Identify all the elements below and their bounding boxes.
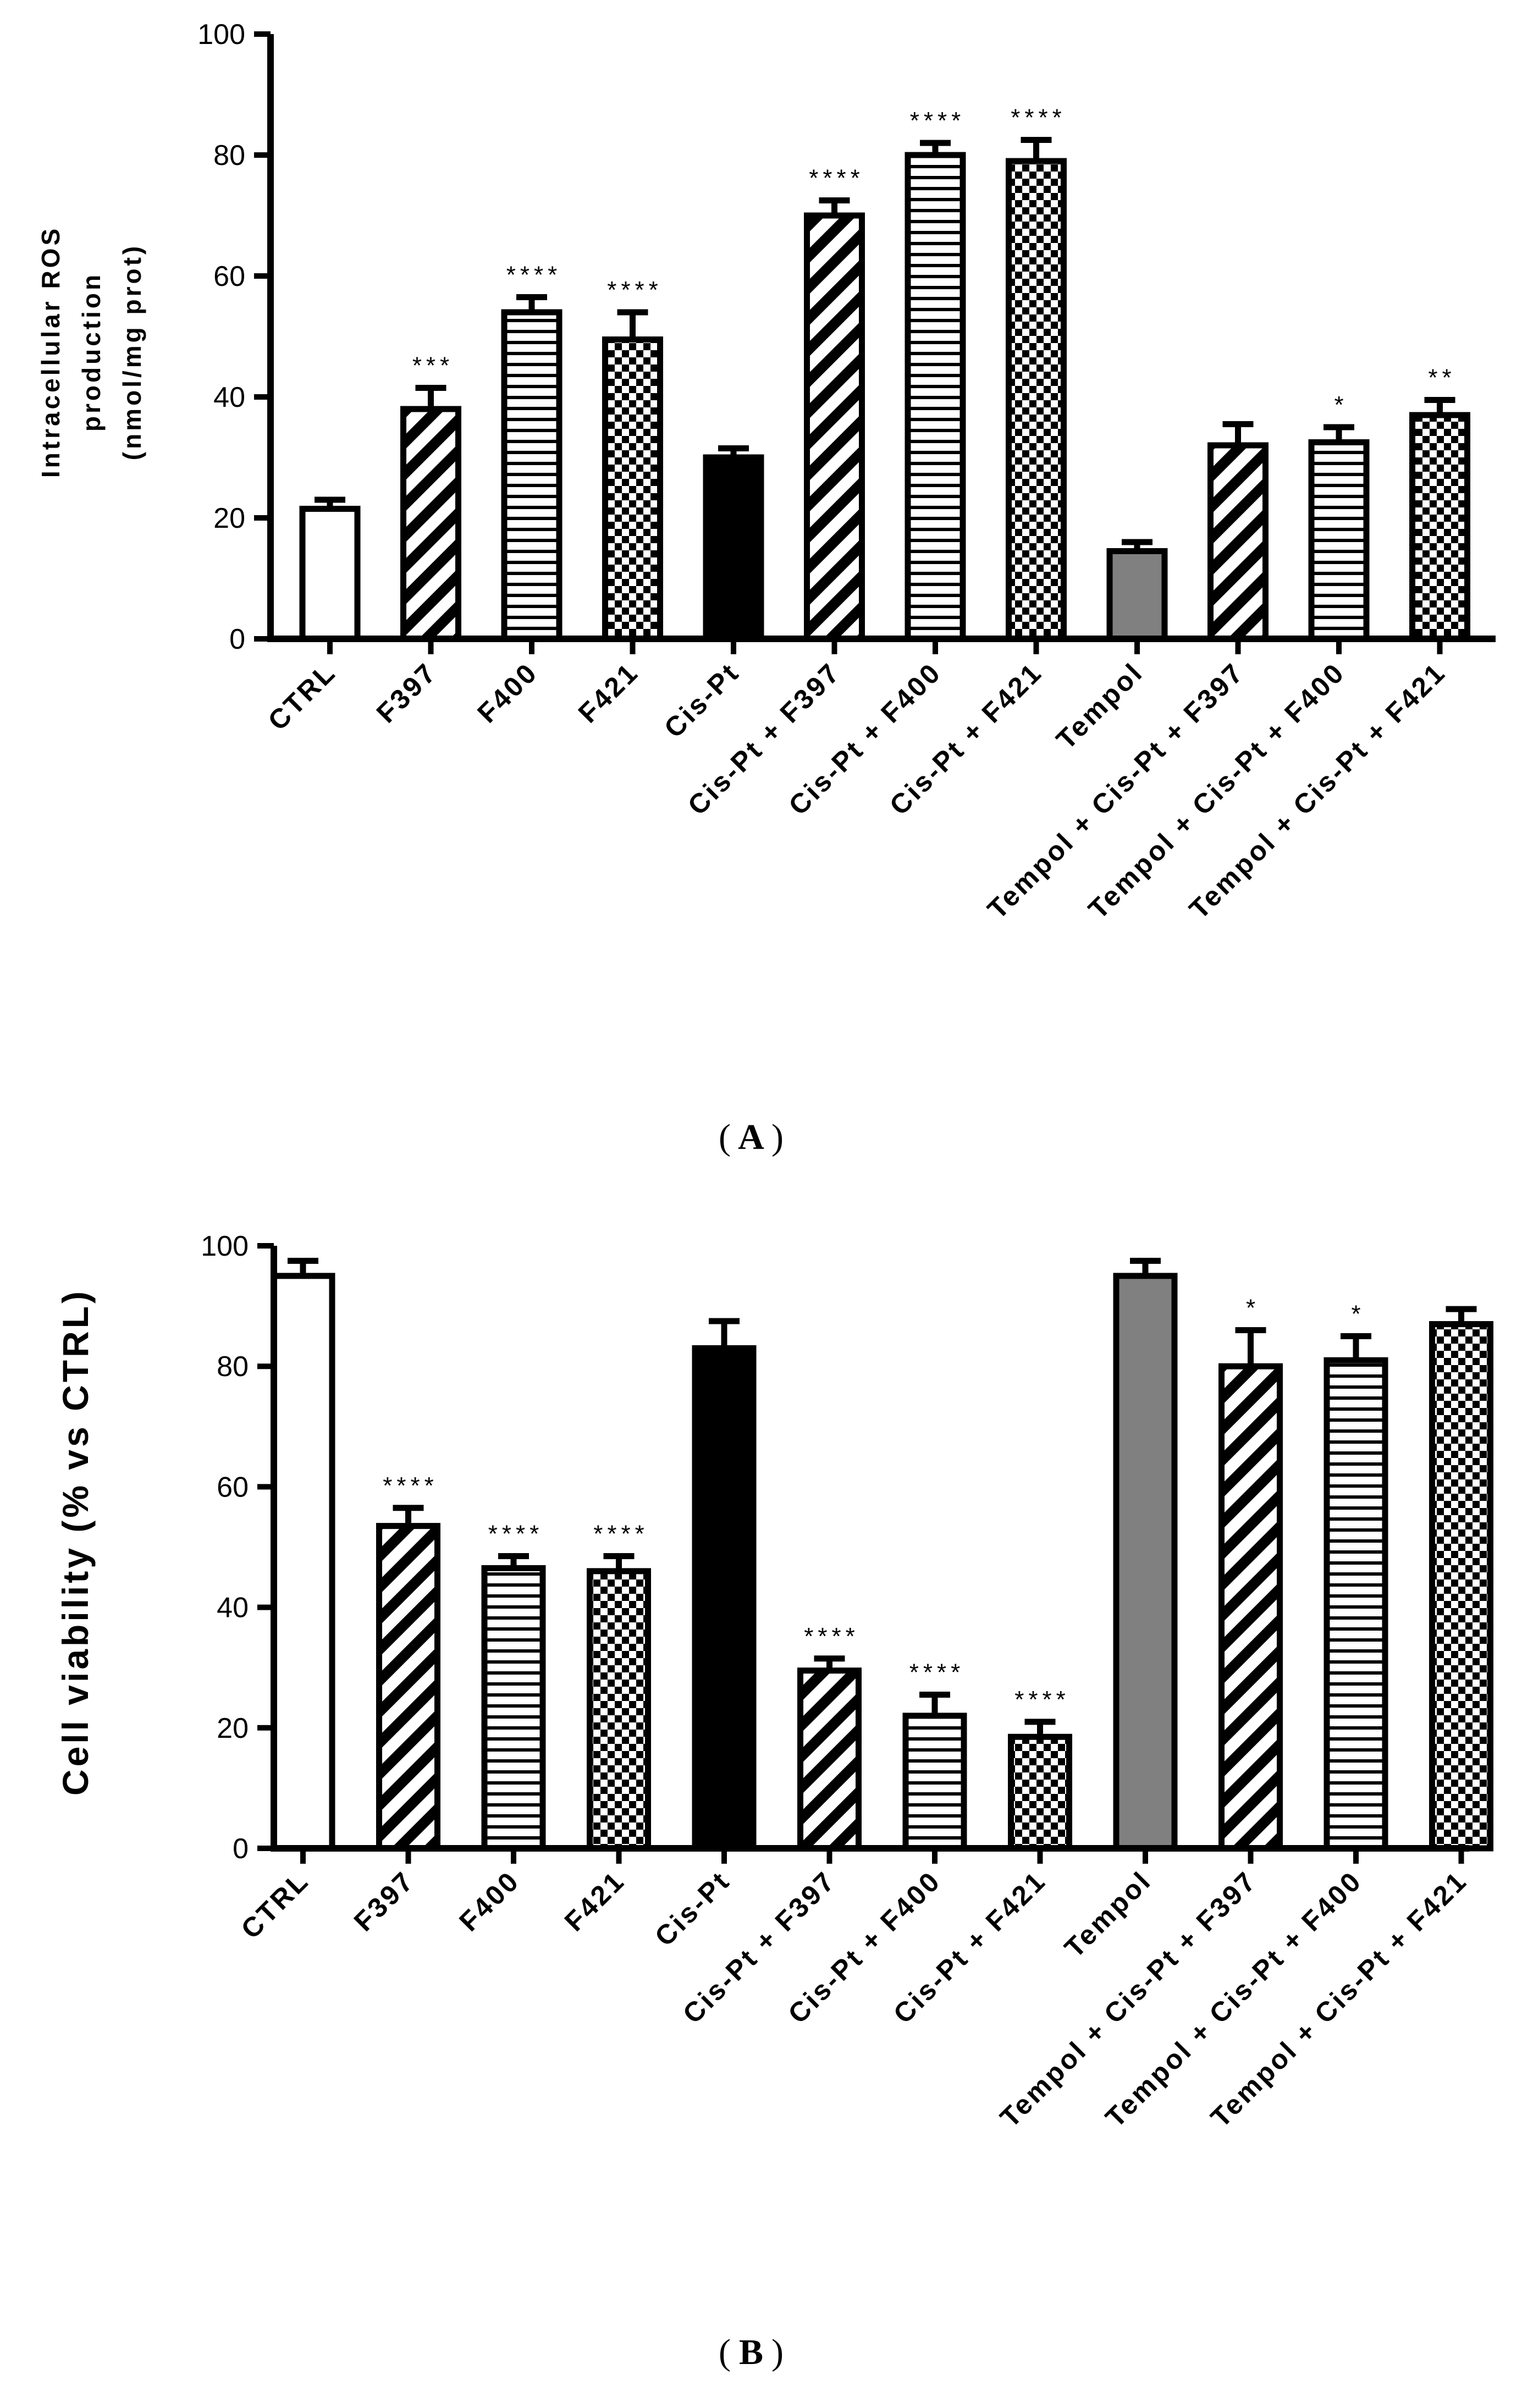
x-category-label: F400 (453, 1865, 525, 1937)
y-tick-label: 80 (213, 140, 245, 172)
x-category-label: F421 (572, 656, 644, 728)
significance-label: **** (506, 262, 562, 289)
x-category-label: F397 (371, 656, 443, 728)
bar (902, 1713, 967, 1852)
bar (587, 1568, 651, 1852)
y-axis-ticks: 0 20 40 60 80 100 (201, 1230, 274, 1865)
significance-label: **** (607, 277, 663, 303)
significance-label: **** (804, 1623, 859, 1650)
y-axis-label-line-1: Intracellular ROS (36, 226, 65, 478)
significance-label: ** (1428, 364, 1455, 391)
bar (703, 454, 764, 642)
axes (271, 1246, 1469, 1852)
bar (1409, 412, 1470, 642)
panel-label-a: ( A ) (719, 1117, 784, 1157)
significance-label: **** (593, 1520, 649, 1547)
significance-label: **** (910, 107, 966, 134)
bar (1113, 1273, 1178, 1852)
significance-label: *** (412, 352, 454, 379)
bar (1429, 1321, 1493, 1852)
y-tick-label: 20 (217, 1713, 249, 1744)
bar (602, 336, 663, 642)
y-tick-label: 80 (217, 1351, 249, 1383)
x-category-label: F421 (559, 1865, 631, 1937)
panel-label-a-letter: A (738, 1117, 764, 1157)
y-axis-label-line-2: production (77, 272, 106, 432)
x-category-label: Tempol (1050, 656, 1149, 755)
y-tick-label: 100 (197, 19, 245, 51)
panel-label-b-letter: B (739, 2332, 763, 2372)
bars: ************************** (271, 1257, 1493, 1852)
bar (1008, 1733, 1072, 1852)
axes (267, 34, 1496, 642)
y-axis-label: Intracellular ROS production (nmol/mg pr… (36, 226, 146, 478)
chart-panel-a: Intracellular ROS production (nmol/mg pr… (36, 19, 1496, 1157)
bar (1218, 1363, 1283, 1852)
panel-label-a-close: ) (771, 1117, 784, 1157)
x-axis-ticks (327, 639, 1443, 654)
significance-label: **** (1011, 104, 1066, 131)
bar (271, 1273, 335, 1852)
y-tick-label: 40 (217, 1592, 249, 1624)
x-category-label: Cis-Pt (649, 1865, 736, 1952)
bars: ************************** (299, 104, 1470, 642)
x-category-label: F400 (471, 656, 543, 728)
x-category-label: Cis-Pt (658, 656, 746, 744)
bar (804, 212, 865, 642)
significance-label: * (1334, 391, 1348, 418)
x-category-label: CTRL (235, 1865, 315, 1945)
significance-label: **** (488, 1520, 544, 1547)
bar (299, 506, 361, 642)
bar (1324, 1357, 1388, 1852)
bar (1207, 442, 1269, 642)
bar (905, 152, 966, 642)
bar (1308, 439, 1370, 642)
y-axis-ticks: 0 20 40 60 80 100 (197, 19, 271, 655)
x-category-label: Tempol (1058, 1865, 1157, 1964)
significance-label: * (1351, 1300, 1365, 1327)
x-category-label: CTRL (262, 656, 342, 736)
y-tick-label: 60 (213, 261, 245, 292)
bar (692, 1345, 757, 1852)
y-tick-label: 60 (217, 1471, 249, 1503)
significance-label: * (1246, 1294, 1260, 1321)
panel-label-a-open: ( (719, 1117, 731, 1157)
y-tick-label: 0 (229, 623, 245, 655)
x-axis-ticks (300, 1848, 1464, 1864)
y-tick-label: 20 (213, 502, 245, 534)
y-axis-label-line-3: (nmol/mg prot) (118, 244, 146, 461)
panel-label-b-open: ( (719, 2332, 731, 2372)
panel-label-b: ( B ) (719, 2332, 784, 2372)
y-tick-label: 0 (233, 1833, 249, 1865)
significance-label: **** (909, 1659, 965, 1686)
significance-label: **** (383, 1472, 438, 1499)
bar (400, 406, 461, 642)
significance-label: **** (1014, 1686, 1070, 1713)
y-axis-label: Cell viability (% vs CTRL) (55, 1289, 96, 1796)
x-category-label: F397 (348, 1865, 420, 1937)
chart-panel-b: Cell viability (% vs CTRL) 020406080100 … (55, 1230, 1493, 2372)
bar (501, 309, 563, 642)
panel-label-b-close: ) (771, 2332, 784, 2372)
bar (481, 1565, 546, 1852)
bar (1106, 548, 1168, 642)
bar (1006, 158, 1067, 642)
y-tick-label: 100 (201, 1230, 249, 1262)
bar (376, 1523, 440, 1852)
bar (797, 1667, 862, 1852)
y-tick-label: 40 (213, 382, 245, 413)
significance-label: **** (809, 165, 864, 192)
